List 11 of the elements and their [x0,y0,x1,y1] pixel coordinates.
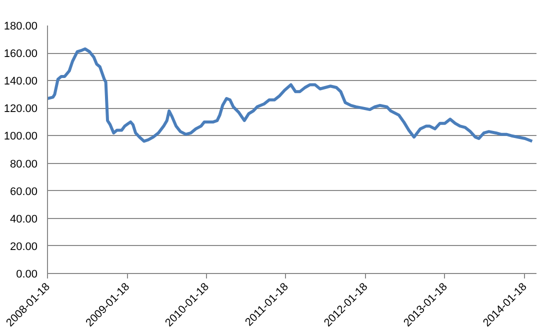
y-tick-label: 0.00 [16,268,38,280]
y-tick-label: 40.00 [10,213,38,226]
y-tick-label: 60.00 [10,186,38,198]
y-tick-label: 100.00 [4,130,38,143]
y-tick-label: 160.00 [4,48,38,60]
y-tick-label: 180.00 [4,20,38,32]
y-tick-label: 120.00 [4,103,38,116]
y-tick-label: 80.00 [10,158,38,170]
y-tick-label: 140.00 [4,76,38,88]
line-series [48,47,534,143]
y-tick-label: 20.00 [10,240,38,253]
